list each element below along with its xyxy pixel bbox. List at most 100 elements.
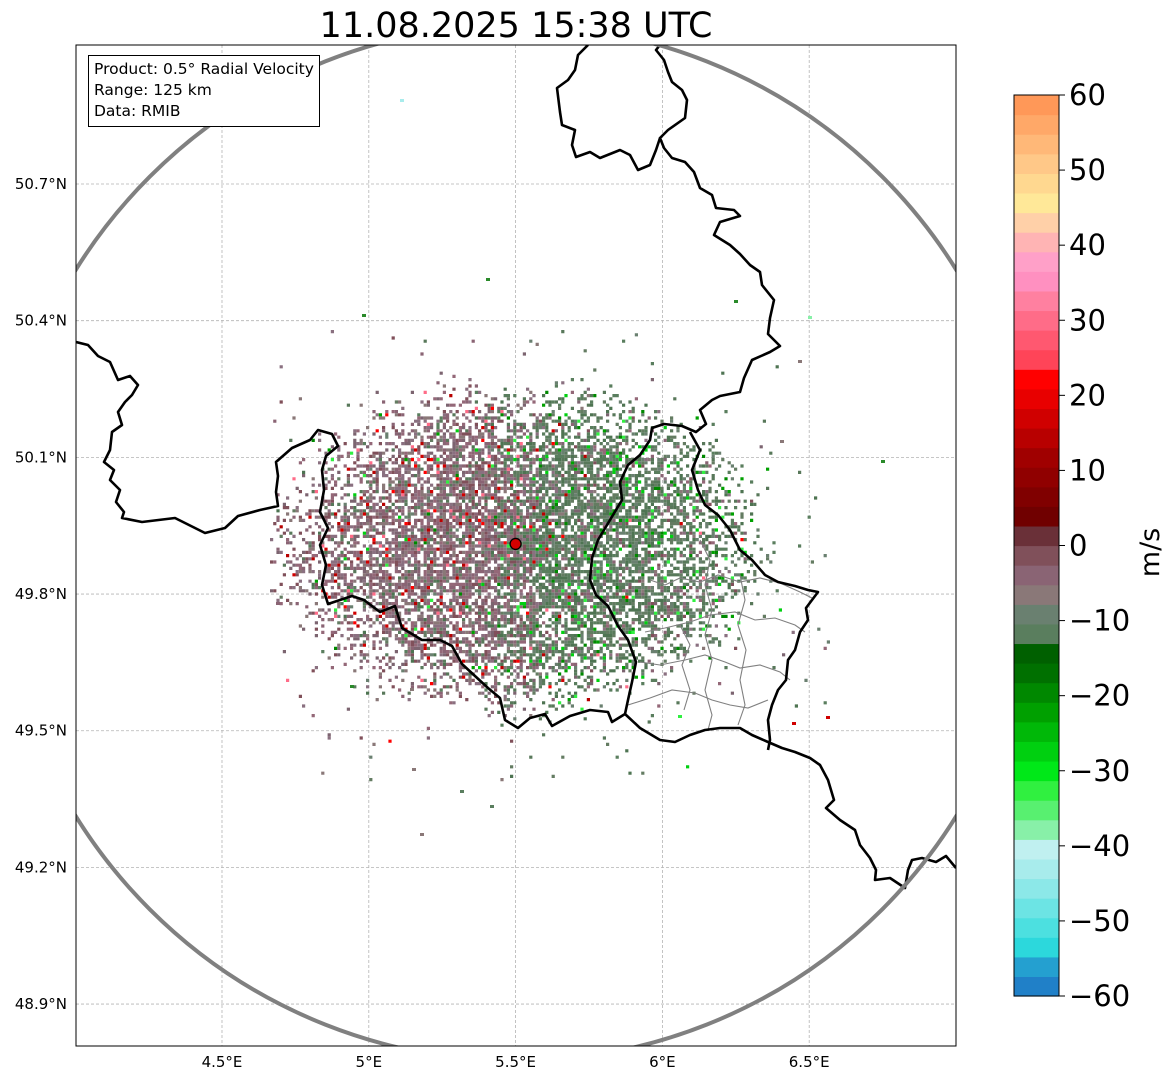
lat-tick-label: 50.1°N — [15, 448, 67, 466]
subdivision-border — [699, 539, 713, 731]
latitude-ticks: 50.7°N 50.4°N 50.1°N 49.8°N 49.5°N 49.2°N 48.9… — [15, 175, 67, 1013]
country-border — [555, 45, 662, 172]
lon-tick-label: 6.5°E — [789, 1053, 830, 1071]
velocity-echoes — [270, 99, 885, 836]
isolated-echo — [826, 716, 830, 719]
isolated-echo — [420, 833, 424, 836]
subdivision-border — [679, 624, 691, 711]
info-box: Product: 0.5° Radial Velocity Range: 125… — [88, 55, 320, 127]
isolated-echo — [808, 316, 812, 319]
subdivision-border — [649, 574, 813, 599]
colorbar-strip — [1014, 408, 1059, 429]
country-border — [76, 45, 782, 730]
colorbar-tick-label: 60 — [1069, 78, 1106, 112]
radar-site-marker — [509, 537, 522, 551]
info-product: Product: 0.5° Radial Velocity — [94, 60, 314, 78]
colorbar-strip — [1014, 290, 1059, 312]
isolated-echo — [362, 314, 366, 317]
colorbar-strip — [1014, 663, 1059, 684]
colorbar-strips — [1014, 95, 1059, 997]
colorbar-strip — [1014, 858, 1059, 880]
lat-tick-label: 49.8°N — [15, 585, 67, 603]
colorbar-strip — [1014, 212, 1059, 233]
colorbar-tick-label: 10 — [1069, 453, 1106, 487]
lon-tick-label: 4.5°E — [202, 1053, 243, 1071]
info-range: Range: 125 km — [94, 81, 212, 99]
subdivision-border — [737, 574, 747, 726]
colorbar-strip — [1014, 310, 1059, 331]
colorbar-strip — [1014, 741, 1059, 762]
colorbar-strip — [1014, 565, 1059, 586]
colorbar-strip — [1014, 95, 1059, 116]
colorbar-tick-label: −20 — [1069, 679, 1130, 713]
colorbar-strip — [1014, 584, 1059, 605]
isolated-echo — [792, 722, 796, 725]
lat-tick-label: 50.4°N — [15, 312, 67, 330]
colorbar-tick-label: −50 — [1069, 904, 1130, 938]
colorbar-strip — [1014, 760, 1059, 782]
lon-tick-label: 5.5°E — [495, 1053, 536, 1071]
colorbar-strip — [1014, 682, 1059, 703]
colorbar-ticks: 60 50 40 30 20 10 0 −10 −20 −30 −40 −50 −60 — [1059, 78, 1130, 1013]
colorbar-strip — [1014, 545, 1059, 566]
colorbar-strip — [1014, 721, 1059, 742]
colorbar-tick-label: 40 — [1069, 228, 1106, 262]
lat-tick-label: 48.9°N — [15, 995, 67, 1013]
colorbar-strip — [1014, 643, 1059, 664]
colorbar-strip — [1014, 604, 1059, 625]
colorbar-strip — [1014, 525, 1059, 547]
colorbar-strip — [1014, 467, 1059, 488]
colorbar-tick-label: 30 — [1069, 303, 1106, 337]
map-frame — [75, 44, 957, 1047]
chart-title: 11.08.2025 15:38 UTC — [319, 6, 713, 46]
isolated-echo — [486, 278, 490, 281]
lon-tick-label: 6°E — [649, 1053, 676, 1071]
colorbar-label: m/s — [1135, 527, 1167, 577]
colorbar-strip — [1014, 349, 1059, 370]
colorbar-strip — [1014, 623, 1059, 645]
colorbar-strip — [1014, 839, 1059, 860]
colorbar-strip — [1014, 486, 1059, 507]
colorbar-strip — [1014, 937, 1059, 958]
isolated-echo — [276, 602, 280, 605]
lon-tick-label: 5°E — [356, 1053, 383, 1071]
subdivision-border — [627, 689, 769, 709]
velocity-echo-pixels — [286, 342, 725, 782]
colorbar-strip — [1014, 330, 1059, 351]
colorbar-strip — [1014, 134, 1059, 155]
lat-tick-label: 49.2°N — [15, 858, 67, 876]
colorbar-strip — [1014, 917, 1059, 938]
isolated-echo — [400, 99, 404, 102]
velocity-echo-pixels — [273, 339, 747, 714]
colorbar-tick-label: −10 — [1069, 604, 1130, 638]
lat-tick-label: 49.5°N — [15, 722, 67, 740]
colorbar-strip — [1014, 780, 1059, 801]
colorbar-strip — [1014, 369, 1059, 390]
velocity-echo-pixels — [279, 394, 590, 702]
colorbar-strip — [1014, 898, 1059, 919]
isolated-echo — [460, 790, 464, 793]
colorbar-strip — [1014, 192, 1059, 214]
colorbar-strip — [1014, 232, 1059, 253]
colorbar-strip — [1014, 388, 1059, 409]
colorbar-strip — [1014, 800, 1059, 821]
info-data-source: Data: RMIB — [94, 102, 181, 120]
country-border — [624, 713, 956, 890]
isolated-echo — [678, 715, 682, 718]
colorbar-strip — [1014, 819, 1059, 840]
colorbar-strip — [1014, 976, 1059, 997]
colorbar-strip — [1014, 153, 1059, 174]
isolated-echo — [734, 300, 738, 303]
colorbar-tick-label: 50 — [1069, 153, 1106, 187]
isolated-echo — [412, 768, 416, 771]
isolated-echo — [410, 688, 414, 691]
colorbar-tick-label: 20 — [1069, 378, 1106, 412]
colorbar-strip — [1014, 878, 1059, 899]
colorbar-strip — [1014, 271, 1059, 292]
colorbar-label-wrap: m/s — [1131, 527, 1171, 576]
subdivision-borders — [627, 539, 813, 731]
colorbar-tick-label: 0 — [1069, 529, 1087, 563]
colorbar-strip — [1014, 506, 1059, 527]
velocity-echo-pixels — [308, 333, 830, 759]
